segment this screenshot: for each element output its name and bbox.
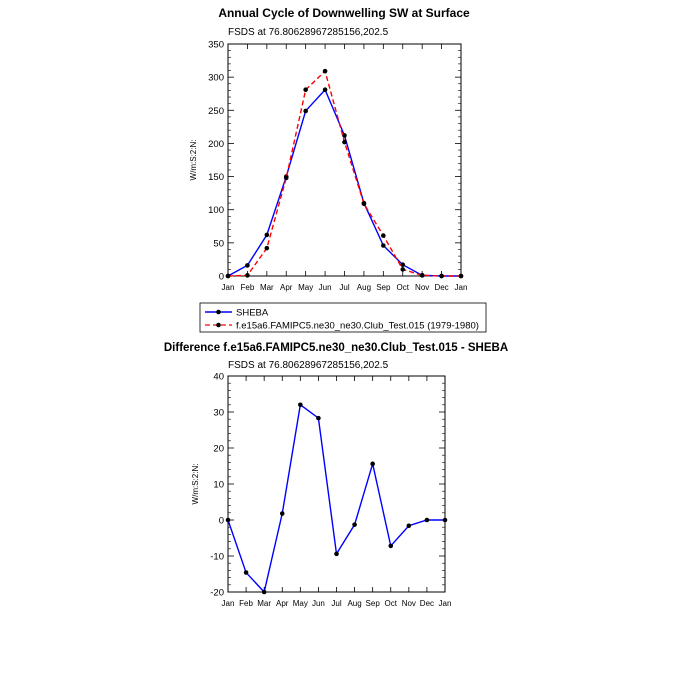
chart-2-series-0-point — [388, 543, 394, 549]
chart-2-xtick-label: Jun — [312, 599, 325, 608]
chart-2-series-0-point — [370, 461, 375, 467]
chart-2-series-0-point — [334, 551, 339, 557]
chart-1-ytick-label: 350 — [208, 40, 224, 51]
chart-2-ytick-label: -10 — [210, 552, 224, 563]
chart-1-xtick-label: Oct — [397, 283, 410, 292]
chart-1-series-1-point — [342, 139, 347, 145]
chart-1-xtick-label: Feb — [241, 283, 255, 292]
chart-1-subtitle: FSDS at 76.80628967285156,202.5 — [228, 27, 389, 38]
chart-1-series-0-point — [245, 263, 250, 268]
chart-1-series-1-point — [245, 273, 250, 278]
chart-2-xtick-label: Apr — [276, 599, 289, 608]
chart-1-xtick-label: Sep — [376, 283, 391, 292]
chart-1-xtick-label: Apr — [280, 283, 293, 292]
chart-1-ytick-label: 250 — [208, 106, 224, 117]
chart-1-series-0-point — [342, 133, 347, 138]
chart-2-series-0-point — [225, 517, 231, 523]
chart-2-ytick-label: 30 — [213, 408, 224, 419]
chart-1-series-1-point — [361, 201, 367, 207]
chart-1-series-1-point — [264, 245, 270, 251]
chart-2-series-0-point — [442, 517, 448, 523]
chart-2-xtick-label: Nov — [402, 599, 416, 608]
chart-2-xtick-label: Oct — [385, 599, 398, 608]
chart-2-series-0-point — [261, 589, 267, 595]
chart-2-xtick-label: Dec — [420, 599, 434, 608]
chart-2-ytick-label: 10 — [213, 480, 224, 491]
chart-1-ylabel: W/m:S:2:N: — [189, 140, 198, 181]
legend-label-model: f.e15a6.FAMIPC5.ne30_ne30.Club_Test.015 … — [236, 321, 479, 332]
chart-1-xtick-label: Aug — [357, 283, 371, 292]
chart-2-title: Difference f.e15a6.FAMIPC5.ne30_ne30.Clu… — [164, 342, 508, 354]
chart-1-series-1-point — [439, 273, 444, 279]
legend-box — [199, 302, 487, 333]
chart-2-xtick-label: Jul — [331, 599, 341, 608]
chart-2-series-0-point — [279, 511, 285, 516]
chart-1-legend: SHEBA f.e15a6.FAMIPC5.ne30_ne30.Club_Tes… — [199, 302, 487, 333]
chart-1-ytick-label: 300 — [208, 73, 224, 84]
chart-1-series-0-point — [322, 87, 328, 93]
chart-2-series-0-point — [352, 522, 357, 527]
chart-1-series-0-point — [303, 108, 308, 114]
chart-2-series-0-point — [424, 517, 430, 523]
chart-2-series-0-point — [298, 402, 303, 408]
chart-2-xtick-label: Mar — [257, 599, 271, 608]
chart-2-series-0-point — [406, 523, 412, 529]
chart-1-series-0-point — [264, 232, 270, 238]
chart-1-series-1-point — [419, 273, 425, 278]
legend-marker-sheba — [216, 309, 221, 315]
chart-1-series-0-point — [400, 262, 406, 268]
chart-1-ytick-label: 50 — [213, 238, 224, 249]
chart-1-xtick-label: Dec — [434, 283, 448, 292]
legend-marker-model — [216, 322, 221, 328]
chart-2-xtick-label: Feb — [239, 599, 253, 608]
difference-panel: Difference f.e15a6.FAMIPC5.ne30_ne30.Clu… — [164, 342, 508, 608]
chart-1-xtick-label: Nov — [415, 283, 429, 292]
chart-1-series-1-point — [400, 267, 406, 272]
chart-1-series-0-point — [381, 243, 386, 248]
chart-1-ytick-label: 100 — [208, 205, 224, 216]
chart-2-ytick-label: 20 — [213, 444, 224, 455]
chart-1-ytick-label: 0 — [219, 272, 224, 283]
chart-1-xtick-label: Jan — [222, 283, 235, 292]
chart-1-series-1-point — [225, 273, 231, 279]
chart-1-series-1-point — [458, 273, 464, 279]
chart-2-series-0-point — [243, 570, 249, 575]
chart-1-ytick-label: 150 — [208, 172, 224, 183]
chart-2-xtick-label: Jan — [222, 599, 235, 608]
chart-2-xtick-label: Jan — [439, 599, 452, 608]
chart-1-xtick-label: Jan — [455, 283, 468, 292]
chart-2-ytick-label: -20 — [210, 588, 224, 599]
chart-2-series-0-point — [316, 415, 321, 421]
chart-1-ytick-label: 200 — [208, 139, 224, 150]
chart-2-xtick-label: Aug — [347, 599, 361, 608]
chart-1-xtick-label: Jun — [319, 283, 332, 292]
annual-cycle-panel: Annual Cycle of Downwelling SW at Surfac… — [189, 6, 470, 292]
chart-1-title: Annual Cycle of Downwelling SW at Surfac… — [218, 6, 470, 20]
chart-1-xtick-label: Mar — [260, 283, 274, 292]
chart-2-xtick-label: Sep — [366, 599, 381, 608]
chart-2-ylabel: W/m:S:2:N: — [191, 464, 200, 505]
legend-label-sheba: SHEBA — [236, 308, 269, 319]
chart-2-ytick-label: 40 — [213, 372, 224, 383]
chart-2-xtick-label: May — [293, 599, 308, 608]
chart-2-subtitle: FSDS at 76.80628967285156,202.5 — [228, 360, 389, 371]
chart-1-series-1-point — [381, 233, 386, 238]
chart-1-series-1-point — [322, 68, 328, 74]
chart-1-series-1-point — [283, 175, 289, 181]
chart-2-ytick-label: 0 — [219, 516, 224, 527]
chart-1-series-1-point — [303, 87, 308, 93]
chart-1-xtick-label: May — [298, 283, 313, 292]
chart-1-xtick-label: Jul — [339, 283, 349, 292]
